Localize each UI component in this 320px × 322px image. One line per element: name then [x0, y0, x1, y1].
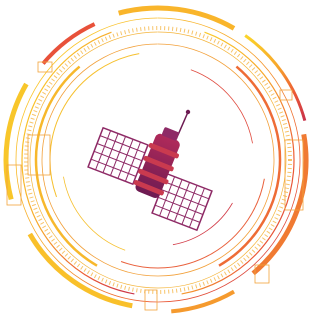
- panel-grid: [97, 143, 142, 160]
- panel-grid: [100, 136, 145, 153]
- ring-arc: [119, 8, 234, 28]
- solar-panel: [88, 128, 148, 184]
- panel-grid: [164, 182, 209, 199]
- satellite-illustration: [0, 0, 315, 322]
- panel-grid: [94, 151, 139, 168]
- ring-arc: [22, 32, 134, 294]
- ring-arc: [182, 32, 294, 294]
- antenna: [178, 112, 188, 135]
- antenna-tip: [186, 110, 190, 114]
- panel-grid: [155, 205, 200, 222]
- panel-grid: [158, 197, 203, 214]
- panel-grid: [91, 159, 136, 176]
- satellite: [88, 110, 212, 230]
- ring-arc: [30, 234, 132, 306]
- page: (() => { const svg = document.getElement…: [0, 0, 315, 322]
- ring-bracket: [145, 290, 157, 310]
- panel-grid: [161, 189, 206, 206]
- ring-arc: [50, 54, 139, 197]
